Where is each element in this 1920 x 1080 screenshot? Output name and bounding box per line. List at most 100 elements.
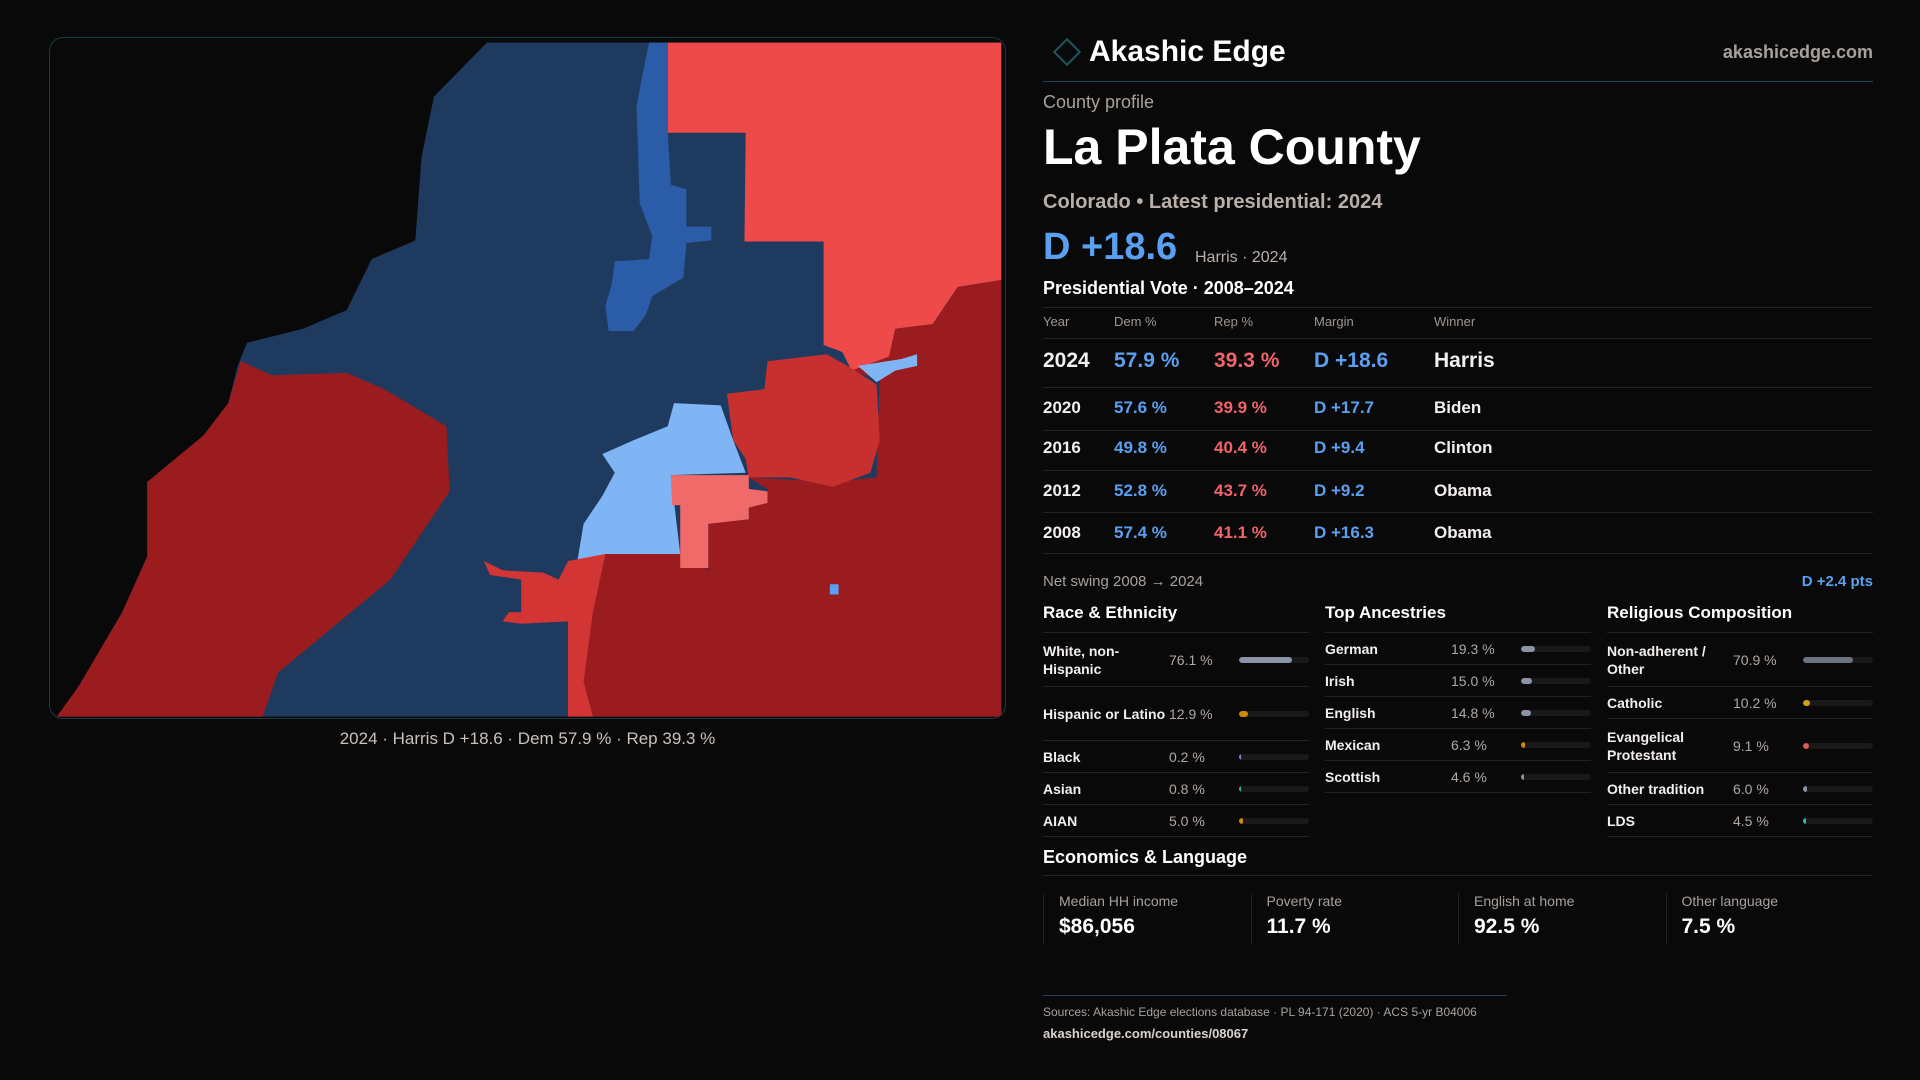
demographic-row: English 14.8 % [1325,697,1591,729]
demographic-bar-fill [1239,785,1241,792]
demographic-row: White, non-Hispanic 76.1 % [1043,633,1309,687]
stat-english: English at home 92.5 % [1458,893,1666,945]
religion-title: Religious Composition [1607,603,1793,622]
demographic-row: German 19.3 % [1325,633,1591,665]
headline-margin: D +18.6 [1043,226,1178,268]
demographic-bar [1803,785,1873,792]
demographic-label: German [1325,640,1378,657]
demographic-bar-fill [1803,742,1810,749]
demographic-label: Non-adherent / Other [1607,642,1706,677]
demographic-label: Other tradition [1607,780,1705,797]
demographic-label: Asian [1043,780,1082,797]
vote-cell-dem: 57.9 % [1114,349,1180,372]
demographic-value: 5.0 % [1169,812,1205,829]
vote-cell-winner: Obama [1434,481,1492,500]
demographic-value: 70.9 % [1733,651,1777,668]
demographic-bar-fill [1521,709,1532,716]
demographic-row: Evangelical Protestant 9.1 % [1607,719,1873,773]
site-link[interactable]: akashicedge.com [1722,42,1873,62]
demographic-bar [1803,742,1873,749]
vote-cell-dem: 57.6 % [1114,398,1167,417]
vote-section-title: Presidential Vote · 2008–2024 [1043,278,1294,298]
demographic-value: 76.1 % [1169,651,1213,668]
vote-row: 2020 57.6 % 39.9 % D +17.7 Biden [1043,397,1873,421]
vote-cell-dem: 57.4 % [1114,523,1167,542]
precinct-lean-rep-north[interactable] [667,42,1002,371]
demographic-bar [1239,785,1309,792]
demographic-bar [1521,645,1591,652]
vote-cell-rep: 40.4 % [1214,438,1267,457]
demographic-value: 0.8 % [1169,780,1205,797]
demographic-bar [1239,753,1309,760]
county-precinct-map[interactable] [49,37,1006,719]
demographic-row: Black 0.2 % [1043,741,1309,773]
brand[interactable]: Akashic Edge [1043,34,1286,70]
vote-cell-winner: Harris [1434,349,1495,372]
demographic-bar-fill [1803,656,1853,663]
vote-row: 2008 57.4 % 41.1 % D +16.3 Obama [1043,522,1873,546]
demographic-bar-fill [1803,817,1807,824]
precinct-rep-south[interactable] [483,554,606,717]
stat-value: 7.5 % [1681,915,1736,938]
econ-stats: Median HH income $86,056 Poverty rate 11.7… [1043,893,1873,945]
demographic-bar [1239,656,1309,663]
demographic-bar-fill [1239,817,1243,824]
demographic-bar [1521,773,1591,780]
col-year: Year [1043,314,1070,329]
demographic-value: 15.0 % [1451,672,1495,689]
headline-margin-note: Harris · 2024 [1195,249,1288,266]
vote-cell-rep: 39.9 % [1214,398,1267,417]
precinct-lean-dem-small[interactable] [857,354,918,383]
precinct-lean-dem[interactable] [577,403,746,562]
demographic-row: Scottish 4.6 % [1325,761,1591,793]
page-title: La Plata County [1043,119,1421,175]
demographic-row: Asian 0.8 % [1043,773,1309,805]
vote-cell-year: 2016 [1043,438,1081,457]
stat-value: $86,056 [1059,915,1135,938]
demographic-row: Other tradition 6.0 % [1607,773,1873,805]
demographic-bar-fill [1521,645,1535,652]
stat-label: Median HH income [1059,893,1179,909]
demographic-value: 10.2 % [1733,694,1777,711]
precinct-lean-rep[interactable] [670,475,768,568]
demographic-value: 0.2 % [1169,748,1205,765]
vote-row: 2024 57.9 % 39.3 % D +18.6 Harris [1043,349,1873,373]
precinct-strong-rep-west[interactable] [56,361,450,717]
demographic-bar [1803,817,1873,824]
precinct-dem-strip[interactable] [605,42,712,332]
demographic-label: Evangelical Protestant [1607,728,1685,763]
demographic-bar-fill [1239,656,1293,663]
footer-divider [1043,995,1507,996]
demographic-row: Mexican 6.3 % [1325,729,1591,761]
demographic-label: AIAN [1043,812,1078,829]
demographic-label: English [1325,704,1376,721]
demographic-bar [1521,741,1591,748]
demographic-label: Black [1043,748,1081,765]
stat-value: 11.7 % [1266,915,1331,938]
county-url-link[interactable]: akashicedge.com/counties/08067 [1043,1026,1249,1041]
vote-cell-winner: Clinton [1434,438,1493,457]
demographic-bar-fill [1521,741,1526,748]
religion-section: Religious Composition Non-adherent / Othe… [1607,602,1873,837]
col-rep: Rep % [1214,314,1254,329]
demographic-label: Catholic [1607,694,1663,711]
demographic-label: Hispanic or Latino [1043,705,1166,722]
demographic-value: 6.3 % [1451,736,1487,753]
precinct-rep-east[interactable] [726,354,880,487]
vote-cell-margin: D +18.6 [1314,349,1389,372]
header-divider [1043,81,1873,82]
map-caption: 2024 · Harris D +18.6 · Dem 57.9 % · Rep… [339,729,716,748]
demographic-row: Irish 15.0 % [1325,665,1591,697]
precinct-strong-rep-east[interactable] [583,279,1002,717]
demographic-value: 4.6 % [1451,768,1487,785]
demographic-value: 9.1 % [1733,737,1769,754]
brand-name: Akashic Edge [1089,35,1286,68]
vote-cell-margin: D +17.7 [1314,398,1375,417]
demographic-bar-fill [1521,677,1532,684]
vote-cell-dem: 49.8 % [1114,438,1167,457]
col-winner: Winner [1434,314,1476,329]
precinct-dem-tiny[interactable] [829,584,839,595]
demographic-bar-fill [1239,753,1241,760]
ancestry-section: Top Ancestries German 19.3 % Irish 15.0 % Eng… [1325,602,1591,793]
demographic-row: Catholic 10.2 % [1607,687,1873,719]
